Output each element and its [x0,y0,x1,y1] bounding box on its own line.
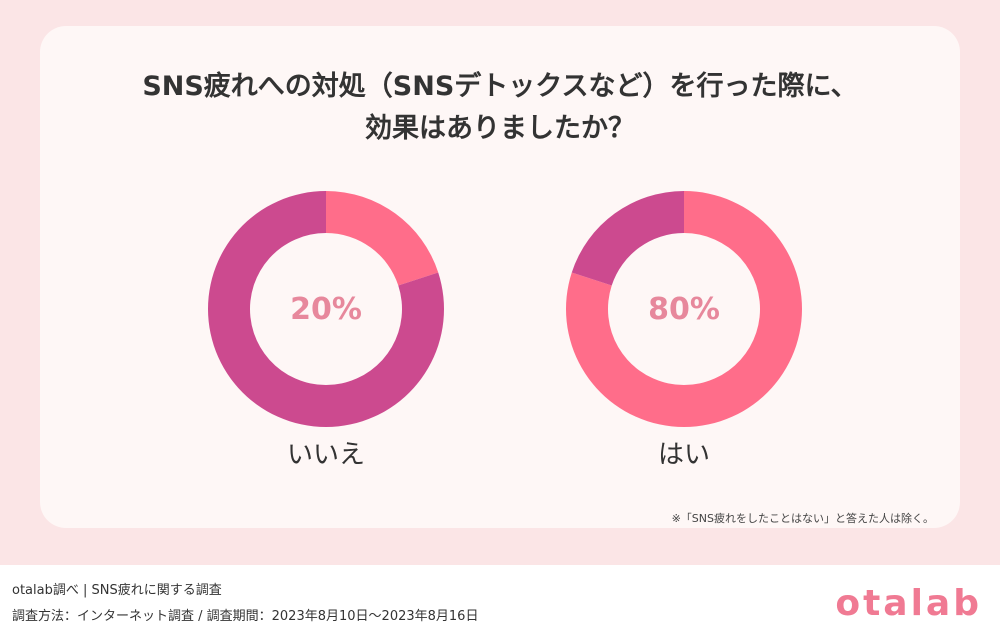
footnote: ※「SNS疲れをしたことはない」と答えた人は除く。 [671,512,934,525]
title-line-2: 効果はありましたか？ [365,113,635,144]
percent-label-yes: 80% [648,291,720,327]
donut-yes: 80% [565,190,803,428]
donut-no-slice-highlight [326,191,439,286]
otalab-logo: otalab [835,583,982,624]
footer-method: 調査方法：インターネット調査 / 調査期間：2023年8月10日〜2023年8月… [12,609,479,624]
donut-yes-svg [566,191,802,427]
footer-source: otalab調べ | SNS疲れに関する調査 [12,583,222,598]
chart-title: SNS疲れへの対処（SNSデトックスなど）を行った際に、 効果はありましたか？ [40,66,960,150]
donut-yes-slice-highlight [566,191,802,427]
title-line-1: SNS疲れへの対処（SNSデトックスなど）を行った際に、 [142,71,858,102]
donut-yes-slice-rest [571,191,684,286]
chart-card: SNS疲れへの対処（SNSデトックスなど）を行った際に、 効果はありましたか？ … [40,26,960,528]
footer: otalab調べ | SNS疲れに関する調査 調査方法：インターネット調査 / … [0,565,1000,638]
donut-no-svg [208,191,444,427]
donut-no-slice-rest [208,191,444,427]
donut-no: 20% [207,190,445,428]
percent-label-no: 20% [290,291,362,327]
category-label-no: いいえ [286,440,365,470]
category-label-yes: はい [657,440,710,470]
